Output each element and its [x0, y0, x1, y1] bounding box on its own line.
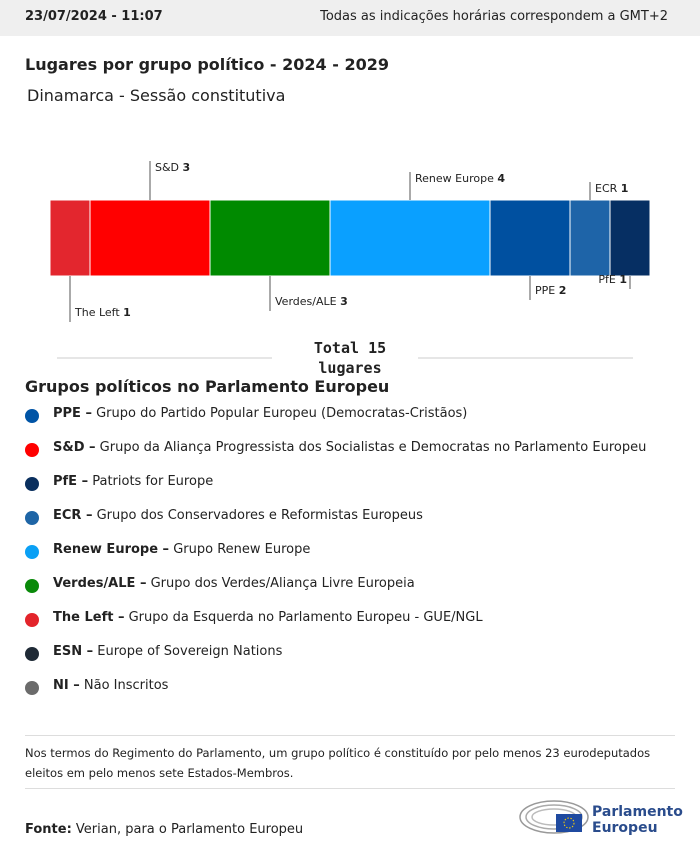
bar-segment	[609, 199, 651, 277]
segment-name: Renew Europe	[415, 172, 494, 185]
segment-value: 4	[497, 172, 505, 185]
segment-label: ECR 1	[595, 182, 628, 195]
segment-name: ECR	[595, 182, 618, 195]
source-text: Verian, para o Parlamento Europeu	[75, 822, 304, 837]
legend-dot	[25, 579, 39, 593]
legend-item: Renew Europe – Grupo Renew Europe	[25, 542, 310, 559]
legend-label: ESN – Europe of Sovereign Nations	[53, 644, 282, 659]
bar-segment	[569, 199, 611, 277]
legend-text: Grupo da Esquerda no Parlamento Europeu …	[128, 610, 483, 625]
separator	[25, 735, 675, 736]
legend-item: NI – Não Inscritos	[25, 678, 168, 695]
legend-text: Grupo dos Conservadores e Reformistas Eu…	[96, 508, 423, 523]
segment-value: 1	[123, 306, 131, 319]
legend-text: Patriots for Europe	[92, 474, 214, 489]
legend-item: ESN – Europe of Sovereign Nations	[25, 644, 282, 661]
segment-value: 1	[619, 273, 627, 286]
datetime: 23/07/2024 - 11:07	[25, 9, 163, 24]
legend-term: S&D –	[53, 440, 96, 455]
legend-term: PfE –	[53, 474, 89, 489]
logo-icon	[519, 800, 589, 834]
total-unit: lugares	[318, 359, 381, 377]
segment-label: Verdes/ALE 3	[275, 295, 348, 308]
legend-dot	[25, 477, 39, 491]
source: Fonte: Verian, para o Parlamento Europeu	[25, 822, 303, 837]
logo-line: Europeu	[592, 820, 658, 836]
segment-label: PPE 2	[535, 284, 566, 297]
legend-dot	[25, 681, 39, 695]
legend-term: ESN –	[53, 644, 94, 659]
segment-name: Verdes/ALE	[275, 295, 337, 308]
legend-dot	[25, 443, 39, 457]
legend-label: Renew Europe – Grupo Renew Europe	[53, 542, 310, 557]
legend-label: ECR – Grupo dos Conservadores e Reformis…	[53, 508, 423, 523]
segment-label: PfE 1	[598, 273, 627, 286]
legend-term: NI –	[53, 678, 80, 693]
legend-dot	[25, 409, 39, 423]
bar-segment	[89, 199, 211, 277]
legend-dot	[25, 613, 39, 627]
bar-segment	[209, 199, 331, 277]
chart-subtitle: Dinamarca - Sessão constitutiva	[27, 86, 286, 105]
segment-label: S&D 3	[155, 161, 190, 174]
legend-text: Grupo dos Verdes/Aliança Livre Europeia	[150, 576, 415, 591]
legend-term: ECR –	[53, 508, 93, 523]
legend-text: Grupo da Aliança Progressista dos Social…	[99, 440, 647, 455]
legend-term: The Left –	[53, 610, 125, 625]
legend-label: PfE – Patriots for Europe	[53, 474, 213, 489]
segment-name: PfE	[598, 273, 616, 286]
segment-value: 3	[340, 295, 348, 308]
legend-term: Verdes/ALE –	[53, 576, 147, 591]
legend-item: S&D – Grupo da Aliança Progressista dos …	[25, 440, 646, 457]
legend-term: Renew Europe –	[53, 542, 170, 557]
logo-text: Parlamento Europeu	[592, 804, 683, 836]
legend-text: Grupo do Partido Popular Europeu (Democr…	[96, 406, 468, 421]
legend-item: The Left – Grupo da Esquerda no Parlamen…	[25, 610, 483, 627]
legend-title: Grupos políticos no Parlamento Europeu	[25, 377, 390, 396]
bar-segment	[489, 199, 571, 277]
legend-item: Verdes/ALE – Grupo dos Verdes/Aliança Li…	[25, 576, 415, 593]
legend-dot	[25, 511, 39, 525]
timezone-note: Todas as indicações horárias corresponde…	[320, 9, 668, 24]
logo-line: Parlamento	[592, 804, 683, 820]
legend-label: NI – Não Inscritos	[53, 678, 168, 693]
separator	[25, 788, 675, 789]
segment-label: The Left 1	[74, 306, 131, 319]
legend-text: Europe of Sovereign Nations	[97, 644, 283, 659]
legend-label: Verdes/ALE – Grupo dos Verdes/Aliança Li…	[53, 576, 415, 591]
chart-title: Lugares por grupo político - 2024 - 2029	[25, 55, 389, 74]
legend-item: ECR – Grupo dos Conservadores e Reformis…	[25, 508, 423, 525]
segment-value: 1	[621, 182, 629, 195]
legend-text: Grupo Renew Europe	[173, 542, 311, 557]
segment-value: 3	[183, 161, 191, 174]
legend-item: PfE – Patriots for Europe	[25, 474, 213, 491]
header-bar	[0, 0, 700, 36]
segment-value: 2	[559, 284, 567, 297]
bar-segment	[329, 199, 491, 277]
total: Total 15	[314, 339, 386, 357]
legend-dot	[25, 647, 39, 661]
source-label: Fonte:	[25, 822, 72, 837]
segment-name: S&D	[155, 161, 179, 174]
total-label: Total	[314, 339, 359, 357]
legend-term: PPE –	[53, 406, 92, 421]
segment-label: Renew Europe 4	[415, 172, 505, 185]
legend-item: PPE – Grupo do Partido Popular Europeu (…	[25, 406, 467, 423]
total-value: 15	[368, 339, 386, 357]
chart: Total 15 lugares The Left 1S&D 3Verdes/A…	[49, 161, 651, 377]
legend-dot	[25, 545, 39, 559]
segment-name: The Left	[74, 306, 120, 319]
legend-label: PPE – Grupo do Partido Popular Europeu (…	[53, 406, 467, 421]
note: Nos termos do Regimento do Parlamento, u…	[25, 746, 651, 780]
bar-segment	[49, 199, 91, 277]
legend-text: Não Inscritos	[83, 678, 169, 693]
legend-label: The Left – Grupo da Esquerda no Parlamen…	[53, 610, 483, 625]
segment-name: PPE	[535, 284, 555, 297]
legend-label: S&D – Grupo da Aliança Progressista dos …	[53, 440, 646, 455]
